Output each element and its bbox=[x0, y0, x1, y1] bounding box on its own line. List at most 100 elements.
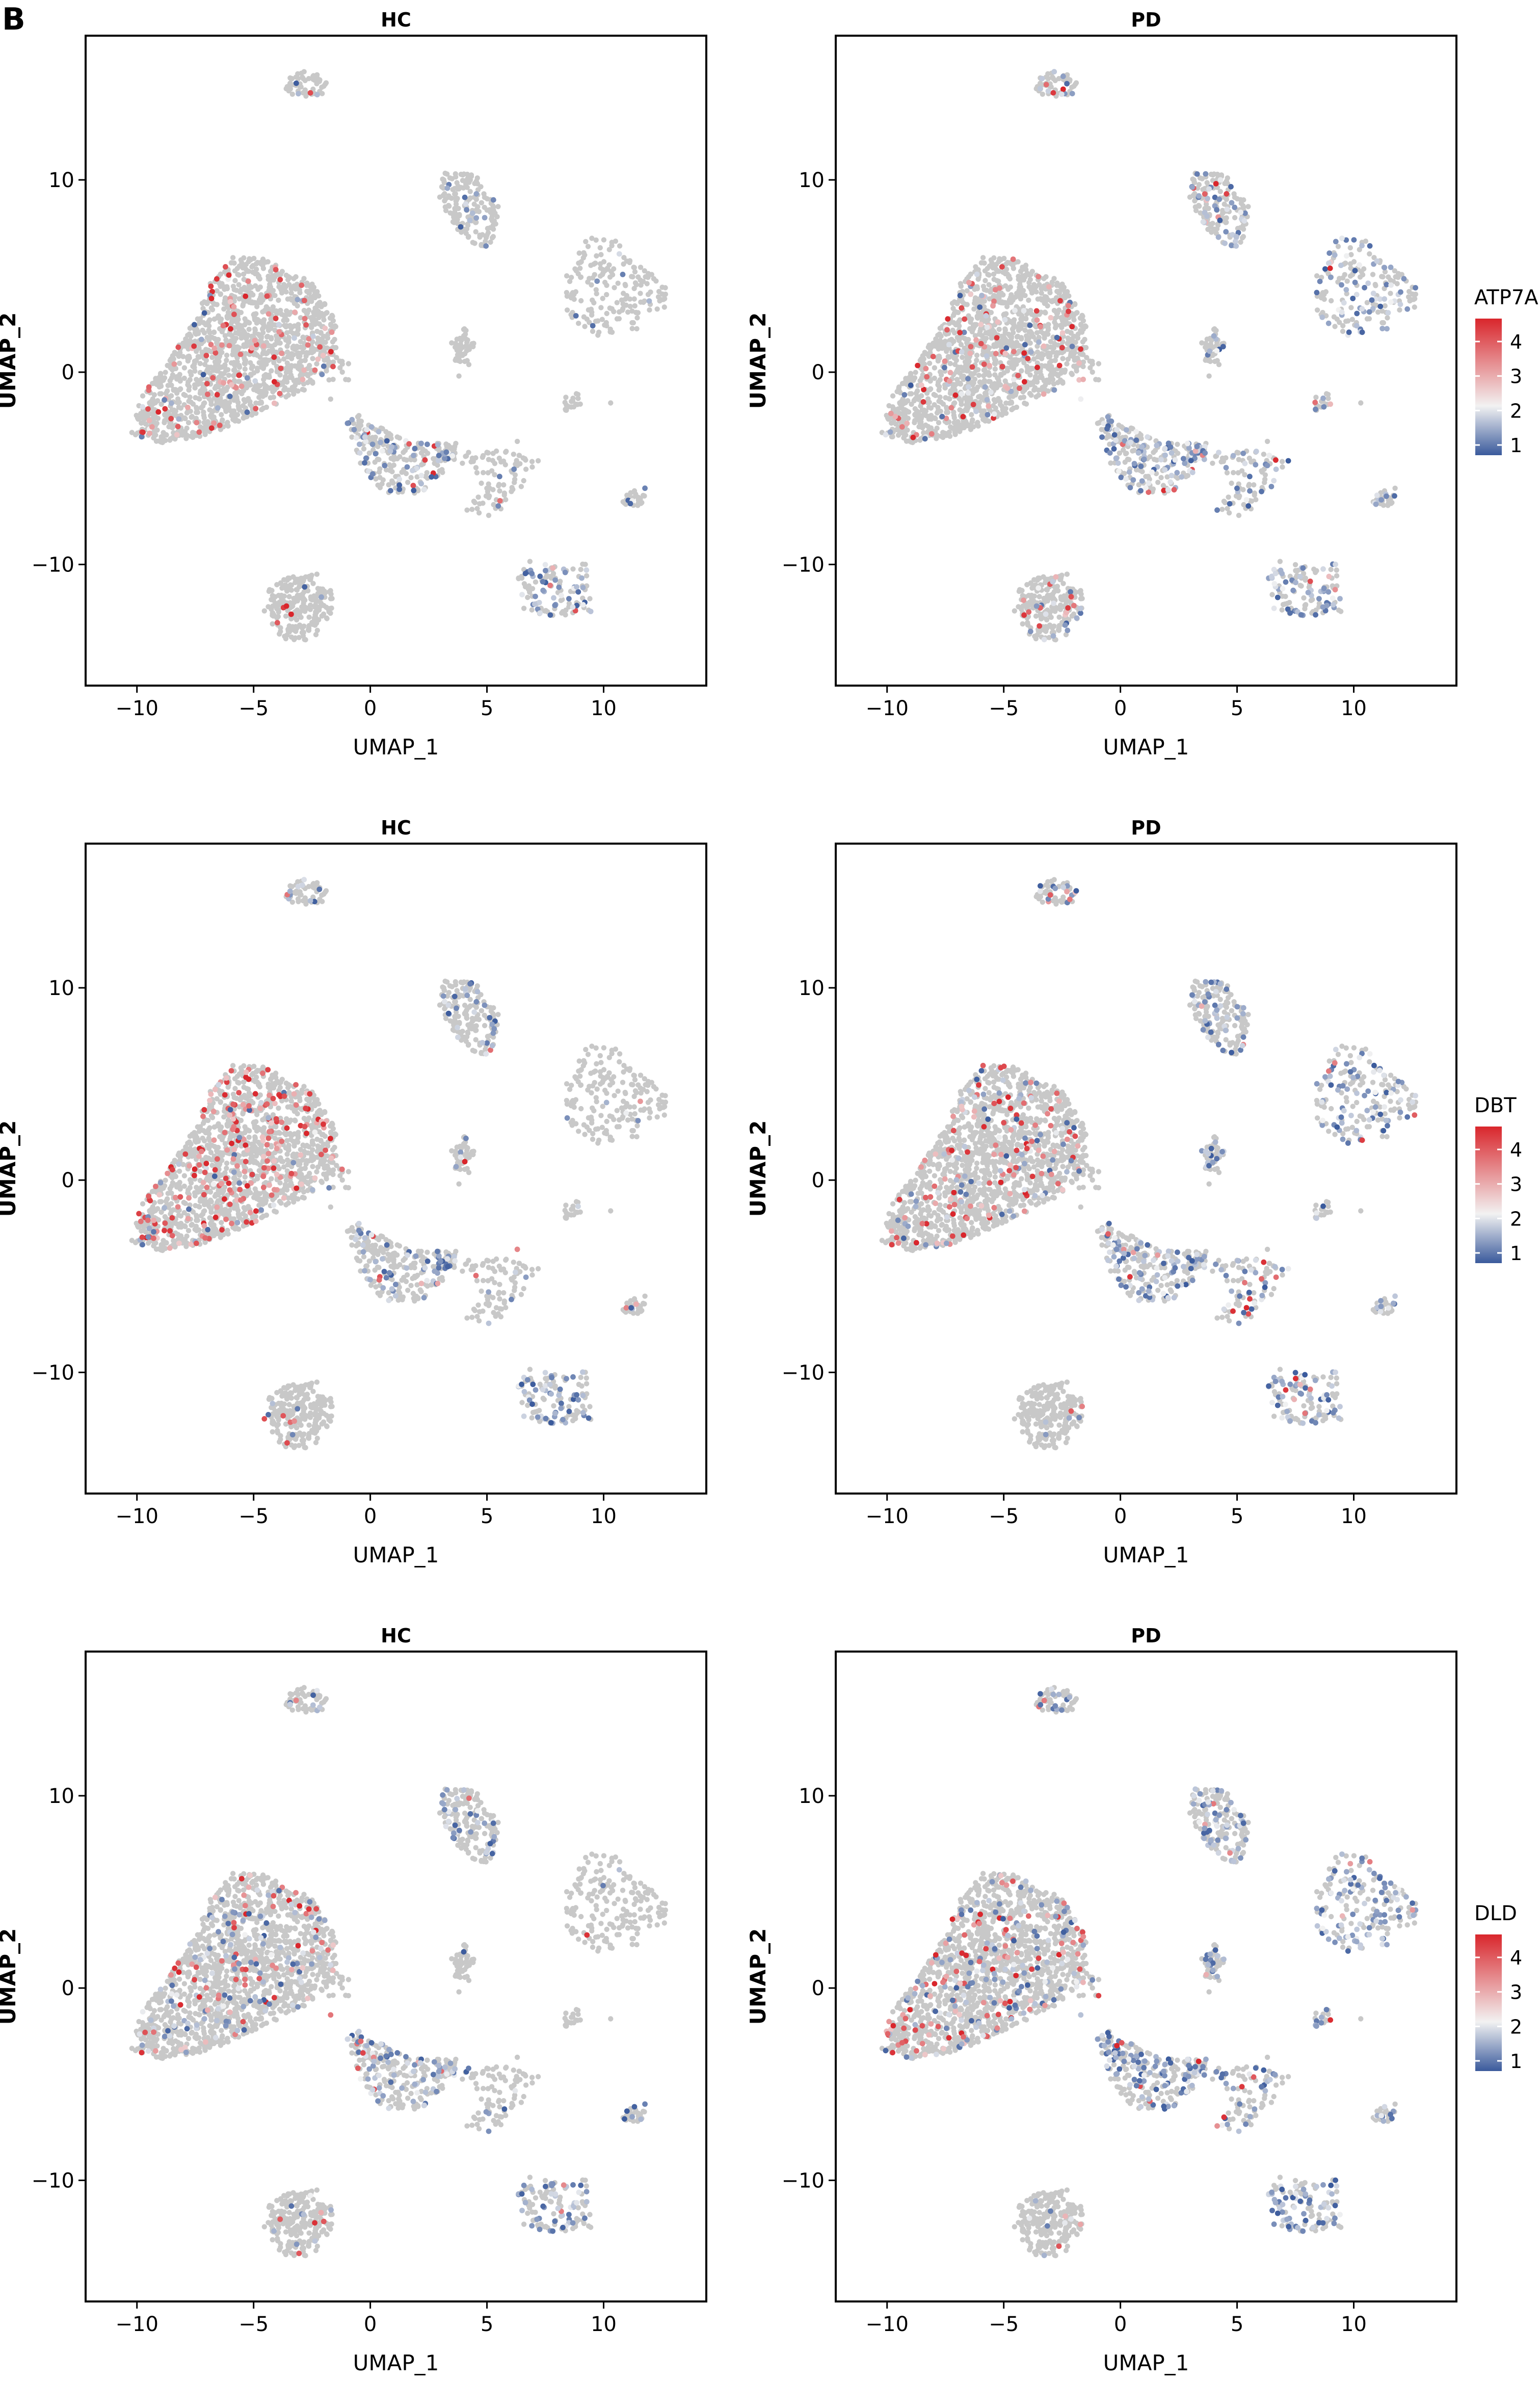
scatter-point bbox=[944, 405, 949, 410]
scatter-point bbox=[211, 421, 217, 426]
scatter-point bbox=[309, 620, 314, 625]
scatter-point bbox=[224, 353, 229, 358]
scatter-point bbox=[228, 338, 233, 344]
scatter-point bbox=[275, 620, 280, 625]
scatter-point bbox=[424, 441, 430, 447]
scatter-point bbox=[962, 336, 967, 341]
scatter-point bbox=[238, 352, 244, 357]
scatter-point bbox=[983, 390, 988, 396]
scatter-point bbox=[373, 476, 378, 481]
scatter-point bbox=[1236, 513, 1241, 518]
scatter-point bbox=[1023, 263, 1028, 268]
scatter-point bbox=[616, 281, 621, 286]
scatter-point bbox=[243, 287, 248, 292]
scatter-point bbox=[1158, 475, 1163, 480]
scatter-point bbox=[952, 383, 958, 388]
scatter-point bbox=[642, 485, 648, 491]
scatter-point bbox=[559, 593, 564, 598]
scatter-point bbox=[262, 387, 268, 392]
scatter-point bbox=[185, 379, 191, 384]
scatter-point bbox=[913, 413, 918, 418]
scatter-point bbox=[1280, 464, 1285, 469]
scatter-point bbox=[273, 594, 278, 599]
scatter-point bbox=[936, 420, 941, 425]
scatter-point bbox=[1397, 307, 1402, 312]
scatter-point bbox=[456, 206, 461, 211]
scatter-point bbox=[261, 343, 267, 349]
scatter-point bbox=[564, 273, 569, 278]
scatter-point bbox=[1011, 366, 1016, 371]
scatter-point bbox=[279, 593, 284, 598]
scatter-point bbox=[1078, 591, 1083, 596]
scatter-point bbox=[355, 414, 360, 420]
scatter-point bbox=[1090, 370, 1095, 375]
scatter-point bbox=[232, 390, 237, 396]
scatter-point bbox=[315, 628, 320, 633]
scatter-point bbox=[954, 377, 960, 382]
scatter-point bbox=[601, 237, 606, 242]
scatter-point bbox=[189, 414, 194, 420]
scatter-point bbox=[283, 614, 288, 619]
scatter-point bbox=[575, 589, 581, 595]
scatter-point bbox=[303, 78, 308, 83]
scatter-point bbox=[265, 325, 271, 330]
scatter-point bbox=[1014, 291, 1019, 296]
scatter-point bbox=[1412, 304, 1417, 309]
scatter-point bbox=[605, 267, 610, 272]
scatter-point bbox=[140, 430, 146, 435]
scatter-point bbox=[140, 394, 145, 399]
scatter-point bbox=[324, 310, 329, 315]
scatter-point bbox=[574, 584, 579, 590]
scatter-point bbox=[617, 316, 622, 321]
scatter-point bbox=[421, 487, 427, 492]
scatter-point bbox=[466, 234, 471, 240]
scatter-point bbox=[1375, 309, 1380, 315]
scatter-point bbox=[231, 311, 237, 317]
scatter-point bbox=[1039, 291, 1044, 296]
scatter-point bbox=[277, 372, 282, 377]
scatter-point bbox=[263, 259, 268, 265]
scatter-point bbox=[321, 612, 326, 617]
scatter-point bbox=[583, 567, 589, 573]
scatter-point bbox=[631, 286, 636, 291]
scatter-point bbox=[1074, 310, 1079, 315]
scatter-point bbox=[1261, 452, 1266, 457]
scatter-point bbox=[574, 391, 579, 396]
scatter-point bbox=[356, 420, 361, 425]
scatter-point bbox=[937, 395, 942, 400]
scatter-point bbox=[915, 388, 920, 394]
scatter-point bbox=[1411, 297, 1416, 302]
scatter-point bbox=[1053, 353, 1058, 358]
scatter-point bbox=[215, 392, 220, 398]
scatter-point bbox=[389, 469, 394, 474]
scatter-point bbox=[197, 319, 202, 324]
scatter-point bbox=[981, 284, 986, 289]
scatter-point bbox=[587, 596, 592, 601]
scatter-point bbox=[948, 424, 953, 429]
scatter-point bbox=[300, 608, 305, 613]
scatter-point bbox=[187, 355, 192, 360]
scatter-point bbox=[1050, 608, 1055, 613]
scatter-point bbox=[258, 261, 263, 266]
scatter-point bbox=[160, 440, 165, 445]
scatter-point bbox=[303, 322, 309, 328]
scatter-point bbox=[889, 434, 894, 439]
scatter-point bbox=[552, 603, 557, 608]
scatter-point bbox=[935, 405, 940, 410]
scatter-point bbox=[563, 395, 568, 400]
scatter-point bbox=[450, 219, 456, 224]
scatter-point bbox=[135, 415, 140, 421]
scatter-point bbox=[236, 379, 241, 384]
scatter-point bbox=[223, 399, 228, 404]
scatter-point bbox=[297, 290, 302, 295]
scatter-point bbox=[345, 421, 351, 426]
scatter-point bbox=[1054, 310, 1059, 316]
scatter-point bbox=[942, 344, 947, 349]
scatter-point bbox=[226, 373, 231, 378]
scatter-point bbox=[184, 433, 190, 438]
scatter-point bbox=[163, 370, 168, 375]
scatter-point bbox=[913, 370, 918, 375]
scatter-point bbox=[444, 444, 449, 449]
scatter-point bbox=[1012, 608, 1017, 613]
scatter-point bbox=[456, 374, 461, 379]
